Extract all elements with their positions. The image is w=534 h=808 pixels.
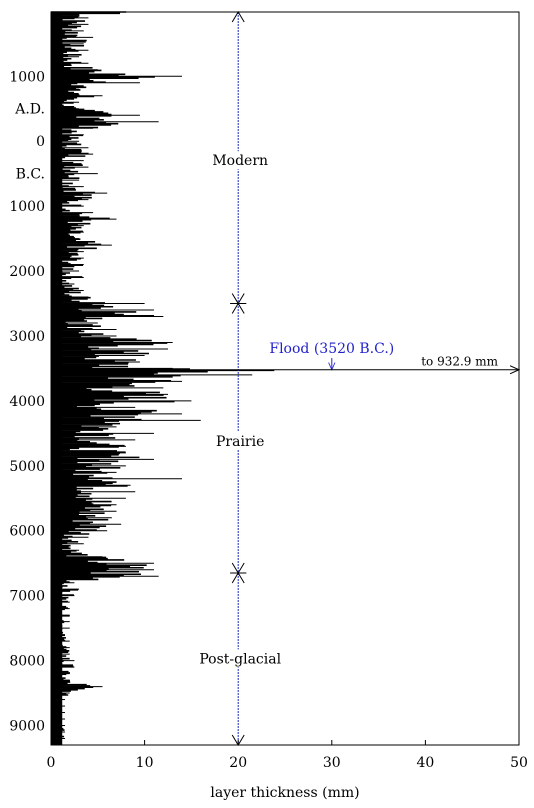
era-label-bg <box>198 151 279 170</box>
x-tick-label: 20 <box>229 755 247 771</box>
y-tick-label: 6000 <box>9 524 45 540</box>
y-tick-label: 2000 <box>9 264 45 280</box>
y-tick-label: 8000 <box>9 654 45 670</box>
y-tick-label: 0 <box>36 134 45 150</box>
era-label: Prairie <box>216 434 264 450</box>
y-tick-label: 3000 <box>9 329 45 345</box>
flood-label: Flood (3520 B.C.) <box>269 341 394 357</box>
y-tick-label: 1000 <box>9 69 45 85</box>
flood-annotation: Flood (3520 B.C.) <box>269 341 394 370</box>
y-tick-label: A.D. <box>14 102 45 118</box>
overflow-label: to 932.9 mm <box>421 355 498 369</box>
y-tick-label: 5000 <box>9 459 45 475</box>
y-axis-ticks: 1000 A.D. 0 B.C. 1000 2000 3000 4000 5000 6000 700… <box>9 69 56 735</box>
era-label: Modern <box>212 153 268 169</box>
x-tick-label: 30 <box>323 755 341 771</box>
x-axis-ticks: 0 10 20 30 40 50 <box>47 740 528 771</box>
x-axis-label: layer thickness (mm) <box>210 785 359 801</box>
x-tick-label: 40 <box>416 755 434 771</box>
era-label-bg <box>198 649 279 668</box>
x-tick-label: 0 <box>47 755 56 771</box>
era-label-bg <box>198 431 279 450</box>
base-band <box>51 12 63 745</box>
bars-group <box>51 11 275 746</box>
era-label: Post-glacial <box>199 651 281 667</box>
y-tick-label: 9000 <box>9 719 45 735</box>
y-tick-label: B.C. <box>16 167 45 183</box>
x-tick-label: 10 <box>136 755 154 771</box>
x-tick-label: 50 <box>510 755 528 771</box>
era-brackets: Modern Prairie Post-glacial <box>198 11 282 746</box>
y-tick-label: 1000 <box>9 199 45 215</box>
overflow-annotation: to 932.9 mm <box>51 355 519 370</box>
y-tick-label: 7000 <box>9 589 45 605</box>
y-tick-label: 4000 <box>9 394 45 410</box>
